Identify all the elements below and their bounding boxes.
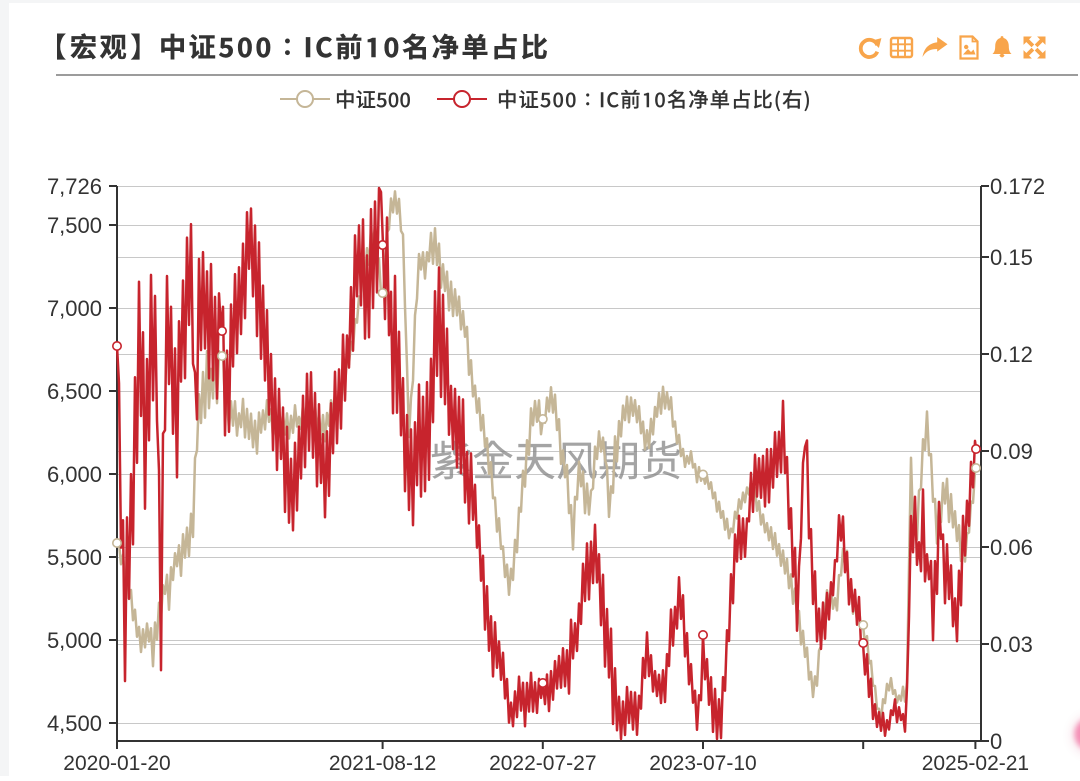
svg-text:0.15: 0.15 [990, 245, 1033, 270]
svg-text:2022-07-27: 2022-07-27 [489, 752, 596, 775]
svg-text:5,500: 5,500 [47, 545, 102, 570]
svg-text:7,726: 7,726 [47, 174, 102, 199]
svg-text:0.06: 0.06 [990, 535, 1033, 560]
svg-text:2020-01-20: 2020-01-20 [63, 752, 170, 775]
svg-text:4,500: 4,500 [47, 711, 102, 736]
svg-text:0.03: 0.03 [990, 632, 1033, 657]
svg-text:0.09: 0.09 [990, 439, 1033, 464]
svg-text:7,000: 7,000 [47, 296, 102, 321]
svg-text:2025-02-21: 2025-02-21 [922, 752, 1029, 775]
svg-text:5,000: 5,000 [47, 628, 102, 653]
svg-text:2021-08-12: 2021-08-12 [329, 752, 436, 775]
svg-text:6,500: 6,500 [47, 379, 102, 404]
svg-text:2023-07-10: 2023-07-10 [649, 752, 756, 775]
svg-text:0.172: 0.172 [990, 174, 1045, 199]
svg-text:6,000: 6,000 [47, 462, 102, 487]
svg-text:0.12: 0.12 [990, 342, 1033, 367]
svg-text:7,500: 7,500 [47, 213, 102, 238]
svg-text:0: 0 [990, 729, 1002, 754]
